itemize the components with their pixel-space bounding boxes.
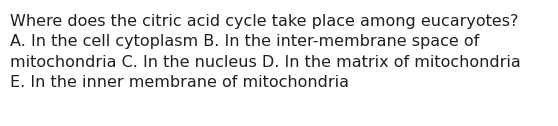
Text: Where does the citric acid cycle take place among eucaryotes?
A. In the cell cyt: Where does the citric acid cycle take pl… xyxy=(10,14,521,90)
